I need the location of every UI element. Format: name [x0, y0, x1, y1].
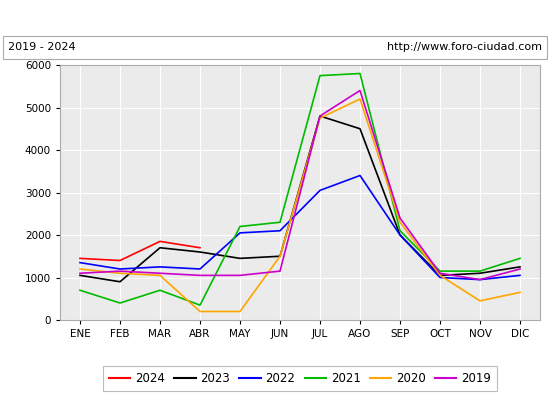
Text: 2019 - 2024: 2019 - 2024	[8, 42, 76, 52]
Text: http://www.foro-ciudad.com: http://www.foro-ciudad.com	[387, 42, 542, 52]
Text: Evolucion Nº Turistas Nacionales en el municipio de Algarrobo: Evolucion Nº Turistas Nacionales en el m…	[68, 11, 482, 24]
Legend: 2024, 2023, 2022, 2021, 2020, 2019: 2024, 2023, 2022, 2021, 2020, 2019	[103, 366, 497, 390]
